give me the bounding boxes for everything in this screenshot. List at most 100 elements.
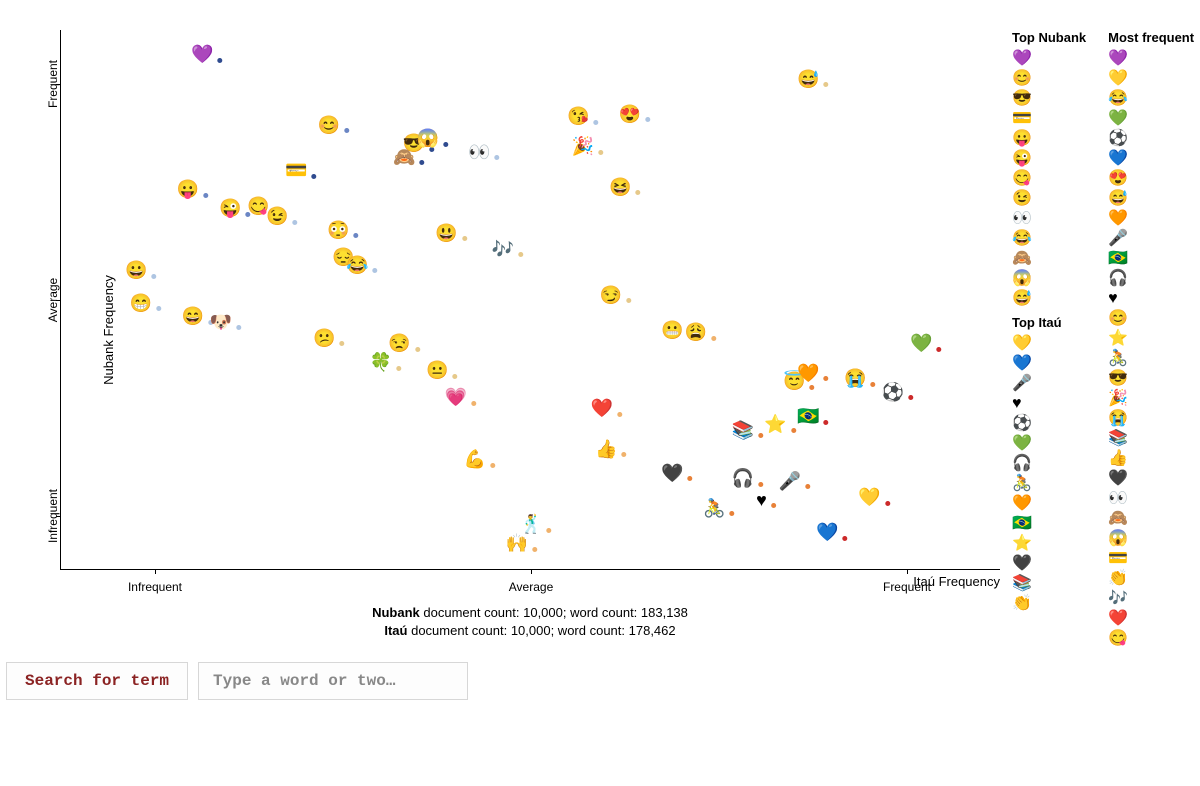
ranked-item[interactable]: 😊 (1012, 69, 1086, 89)
scatter-point[interactable]: 🎶 (492, 240, 523, 258)
scatter-point[interactable]: 😭 (844, 369, 875, 387)
ranked-item[interactable]: 👍 (1108, 449, 1194, 469)
scatter-point[interactable]: 🖤 (661, 464, 692, 482)
ranked-item[interactable]: 😎 (1108, 369, 1194, 389)
ranked-item[interactable]: 👏 (1012, 594, 1086, 614)
scatter-point[interactable]: 😐 (426, 361, 457, 379)
ranked-item[interactable]: 😎 (1012, 89, 1086, 109)
ranked-item[interactable]: 😜 (1012, 149, 1086, 169)
ranked-item[interactable]: 🇧🇷 (1012, 514, 1086, 534)
ranked-item[interactable]: 😱 (1108, 529, 1194, 549)
ranked-item[interactable]: 📚 (1012, 574, 1086, 594)
scatter-point[interactable]: 🎧 (731, 469, 762, 487)
ranked-item[interactable]: 😭 (1108, 409, 1194, 429)
ranked-item[interactable]: 💙 (1012, 354, 1086, 374)
scatter-point[interactable]: 😇 (783, 372, 814, 390)
ranked-item[interactable]: ⭐ (1012, 534, 1086, 554)
ranked-item[interactable]: 💙 (1108, 149, 1194, 169)
ranked-item[interactable]: 🖤 (1012, 554, 1086, 574)
ranked-item[interactable]: 😍 (1108, 169, 1194, 189)
scatter-point[interactable]: 🐶 (210, 313, 241, 331)
ranked-item[interactable]: 🎉 (1108, 389, 1194, 409)
ranked-item[interactable]: 💳 (1012, 109, 1086, 129)
ranked-item[interactable]: 😂 (1012, 229, 1086, 249)
ranked-item[interactable]: 👏 (1108, 569, 1194, 589)
ranked-item[interactable]: 💛 (1012, 334, 1086, 354)
ranked-item[interactable]: 🚴 (1012, 474, 1086, 494)
ranked-item[interactable]: 🎧 (1108, 269, 1194, 289)
ranked-item[interactable]: 😋 (1012, 169, 1086, 189)
scatter-point[interactable]: 💳 (285, 161, 316, 179)
ranked-item[interactable]: 😋 (1108, 629, 1194, 649)
scatter-point[interactable]: 😍 (619, 105, 650, 123)
scatter-point[interactable]: 💜 (191, 45, 222, 63)
scatter-point[interactable]: 📚 (731, 421, 762, 439)
ranked-item[interactable]: 📚 (1108, 429, 1194, 449)
scatter-point[interactable]: 🙌 (506, 534, 537, 552)
ranked-item[interactable]: 👀 (1108, 489, 1194, 509)
ranked-item[interactable]: 😊 (1108, 309, 1194, 329)
ranked-item[interactable]: 🧡 (1012, 494, 1086, 514)
search-input[interactable] (198, 662, 468, 700)
scatter-point[interactable]: 😉 (266, 207, 297, 225)
scatter-point[interactable]: 😀 (125, 261, 156, 279)
ranked-item[interactable]: 💜 (1012, 49, 1086, 69)
scatter-point[interactable]: 😬 (661, 321, 692, 339)
scatter-point[interactable]: 👀 (468, 143, 499, 161)
scatter-point[interactable]: 💗 (445, 388, 476, 406)
ranked-item[interactable]: 🖤 (1108, 469, 1194, 489)
scatter-point[interactable]: 😋 (247, 197, 278, 215)
scatter-point[interactable]: 🎤 (778, 472, 809, 490)
ranked-item[interactable]: 🎶 (1108, 589, 1194, 609)
scatter-point[interactable]: 😆 (609, 178, 640, 196)
scatter-point[interactable]: 🚴 (703, 499, 734, 517)
ranked-item[interactable]: 🚴 (1108, 349, 1194, 369)
ranked-item[interactable]: 😅 (1012, 289, 1086, 309)
scatter-point[interactable]: 😒 (388, 334, 419, 352)
ranked-item[interactable]: 💜 (1108, 49, 1194, 69)
scatter-point[interactable]: 😃 (435, 224, 466, 242)
ranked-item[interactable]: 😂 (1108, 89, 1194, 109)
scatter-point[interactable]: 💙 (816, 523, 847, 541)
ranked-item[interactable]: ♥ (1108, 289, 1194, 309)
scatter-point[interactable]: 💛 (858, 488, 889, 506)
scatter-point[interactable]: ♥ (756, 491, 776, 509)
scatter-point[interactable]: 🙈 (393, 148, 424, 166)
ranked-item[interactable]: 🎤 (1108, 229, 1194, 249)
ranked-item[interactable]: 💛 (1108, 69, 1194, 89)
ranked-item[interactable]: 🧡 (1108, 209, 1194, 229)
scatter-point[interactable]: ⭐ (764, 415, 795, 433)
scatter-point[interactable]: 😊 (318, 116, 349, 134)
scatter-point[interactable]: 😅 (797, 70, 828, 88)
scatter-point[interactable]: 🍀 (370, 353, 401, 371)
scatter-point[interactable]: ❤️ (590, 399, 621, 417)
scatter-point[interactable]: 🕺 (520, 515, 551, 533)
scatter-point[interactable]: 🧡 (797, 364, 828, 382)
scatter-point[interactable]: 😏 (600, 286, 631, 304)
ranked-item[interactable]: 🎤 (1012, 374, 1086, 394)
scatter-point[interactable]: 😛 (177, 180, 208, 198)
ranked-item[interactable]: 🙈 (1108, 509, 1194, 529)
scatter-point[interactable]: 😘 (567, 107, 598, 125)
ranked-item[interactable]: 💚 (1108, 109, 1194, 129)
ranked-item[interactable]: 💚 (1012, 434, 1086, 454)
scatter-point[interactable]: 👍 (595, 440, 626, 458)
ranked-item[interactable]: 🇧🇷 (1108, 249, 1194, 269)
ranked-item[interactable]: ⭐ (1108, 329, 1194, 349)
ranked-item[interactable]: ❤️ (1108, 609, 1194, 629)
scatter-point[interactable]: 😔 (332, 248, 363, 266)
scatter-point[interactable]: 😳 (327, 221, 358, 239)
scatter-point[interactable]: 🇧🇷 (797, 407, 828, 425)
ranked-item[interactable]: 😛 (1012, 129, 1086, 149)
scatter-point[interactable]: 😕 (313, 329, 344, 347)
ranked-item[interactable]: 😉 (1012, 189, 1086, 209)
scatter-point[interactable]: 😁 (130, 294, 161, 312)
ranked-item[interactable]: ⚽ (1108, 129, 1194, 149)
ranked-item[interactable]: 💳 (1108, 549, 1194, 569)
search-button[interactable]: Search for term (6, 662, 188, 700)
scatter-point[interactable]: 💪 (464, 450, 495, 468)
ranked-item[interactable]: ♥ (1012, 394, 1086, 414)
ranked-item[interactable]: ⚽ (1012, 414, 1086, 434)
ranked-item[interactable]: 👀 (1012, 209, 1086, 229)
scatter-point[interactable]: ⚽ (882, 383, 913, 401)
